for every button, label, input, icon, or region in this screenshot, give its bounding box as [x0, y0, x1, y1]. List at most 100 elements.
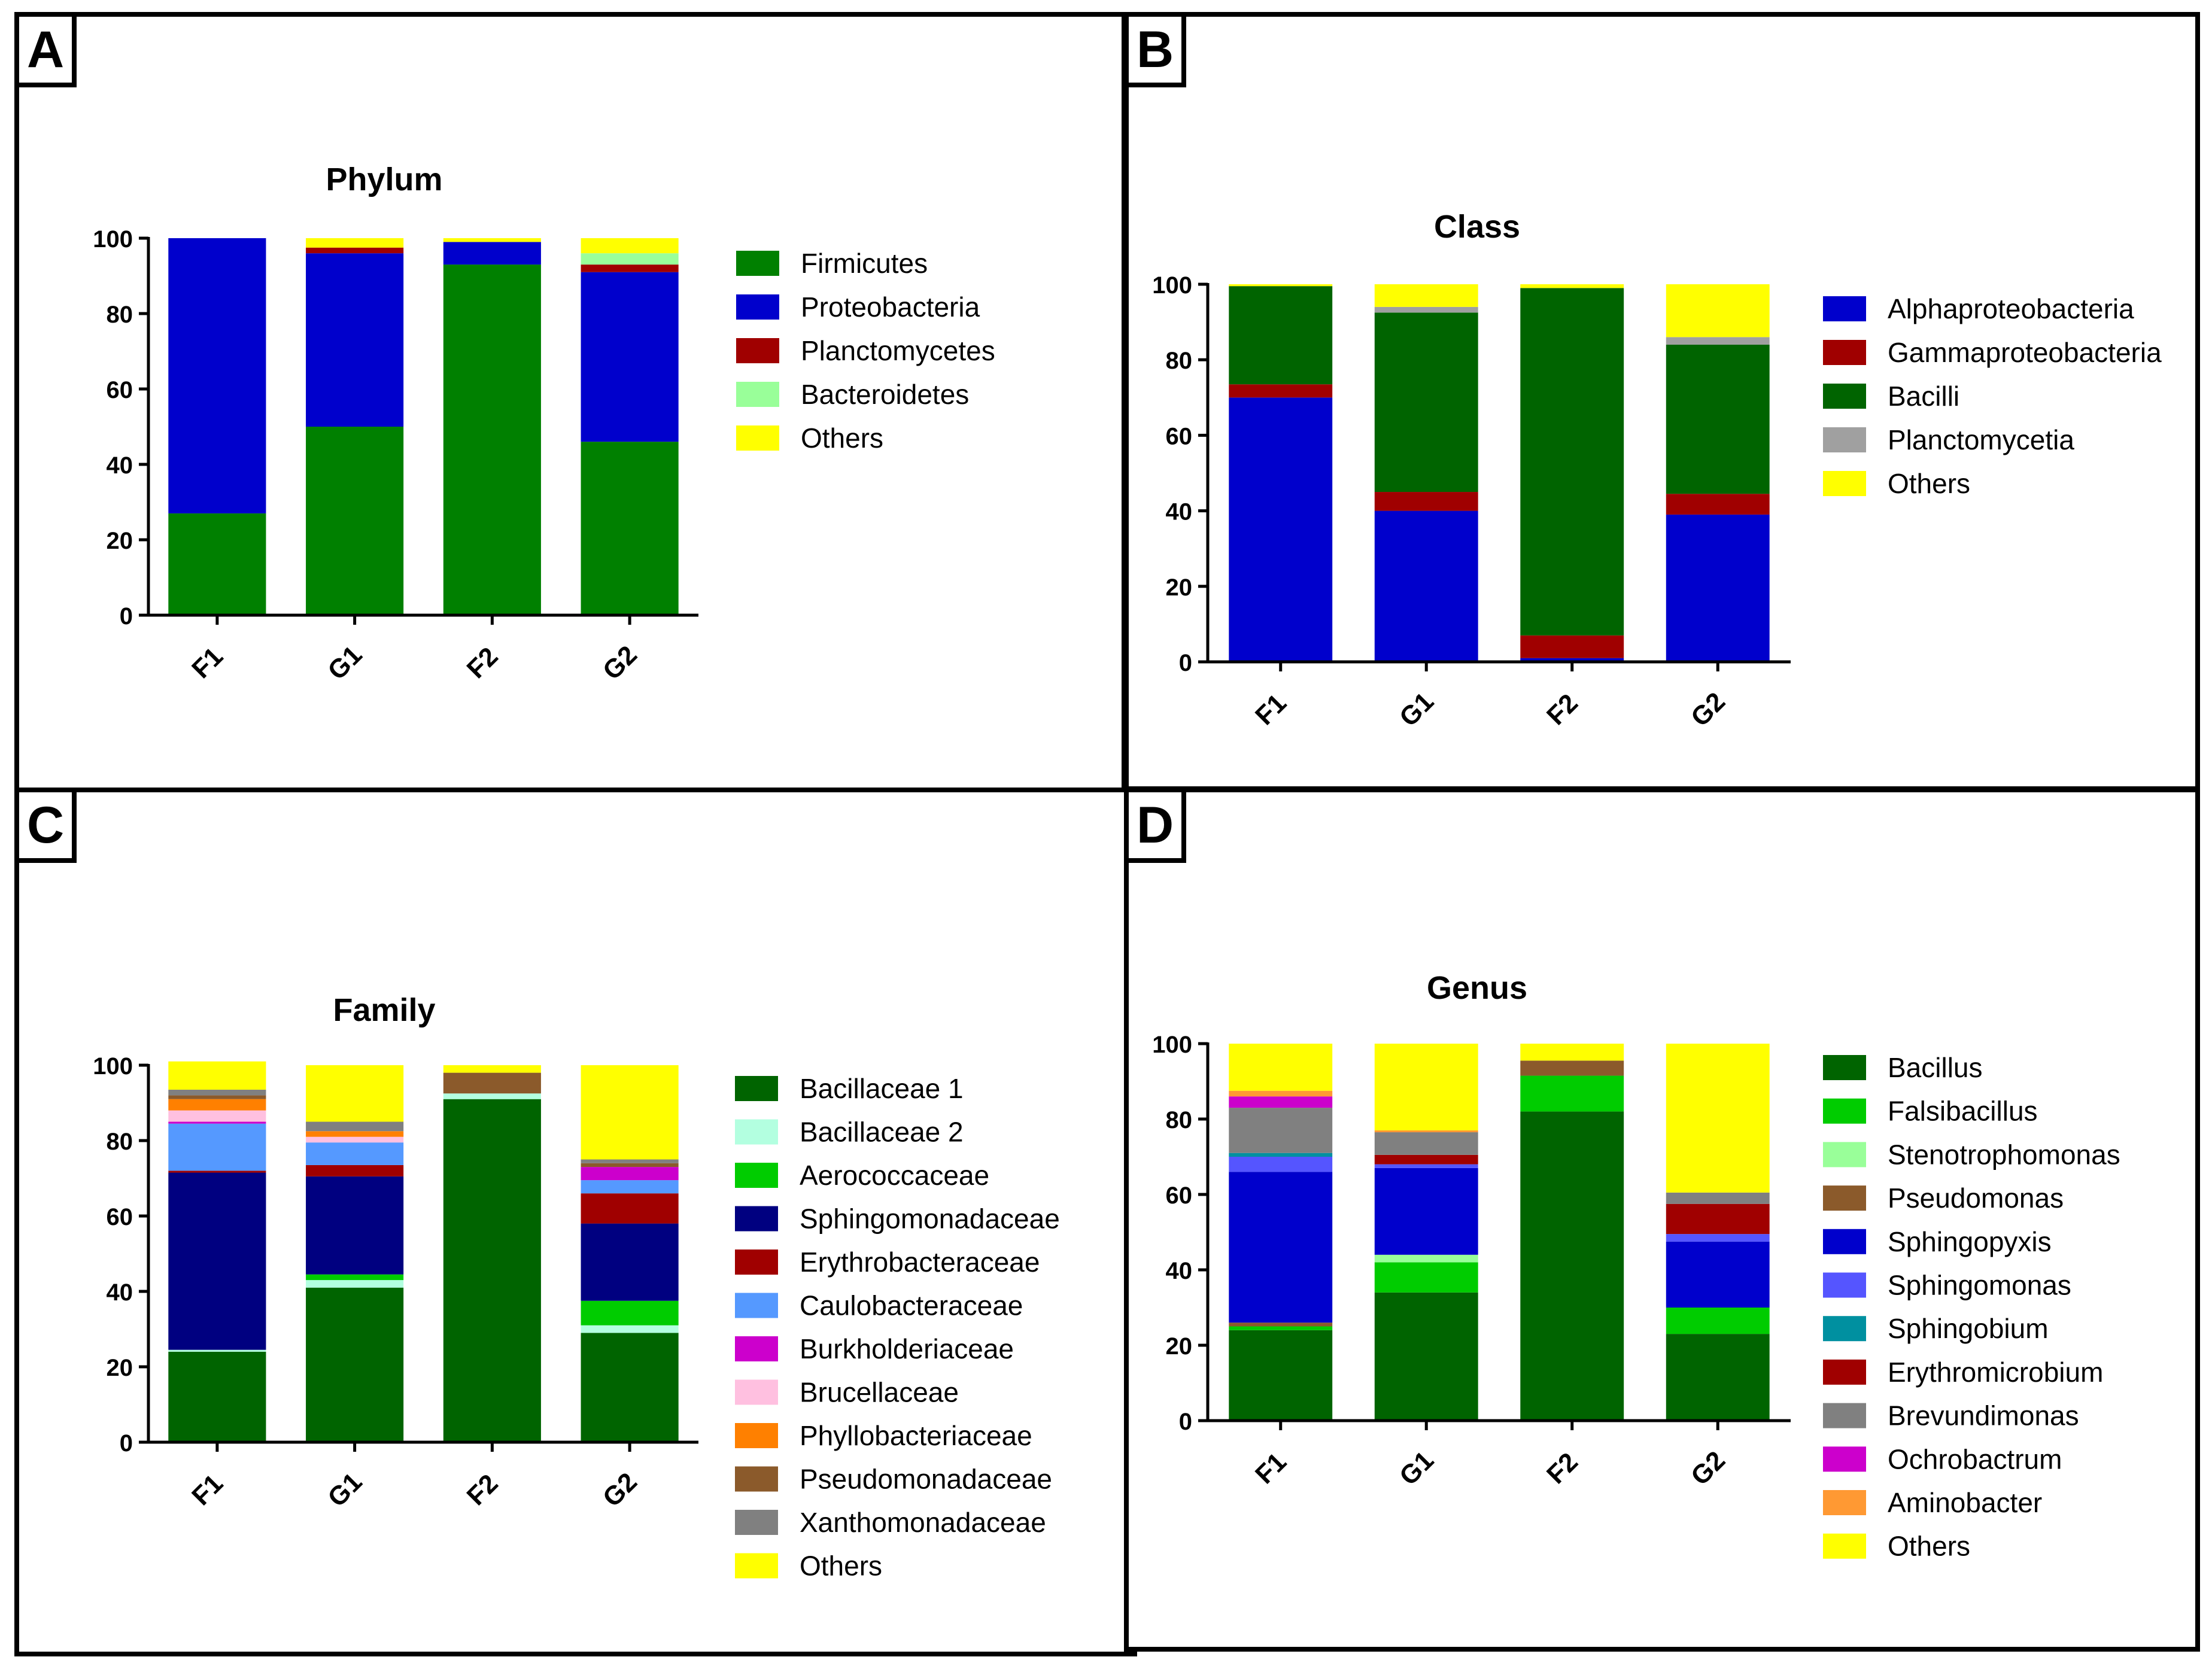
bar-bacilli-f2 [1520, 288, 1624, 636]
y-tick-label-40: 40 [107, 452, 133, 479]
legend-label-firmicutes: Firmicutes [801, 248, 928, 279]
bar-proteobacteria-g2 [581, 272, 679, 442]
bar-pseudomonadaceae-f2 [443, 1072, 541, 1094]
y-tick-label-80: 80 [1166, 1107, 1193, 1133]
y-tick-label-80: 80 [107, 302, 133, 328]
legend-swatch-others [735, 1553, 778, 1579]
bar-sphingomonas-g1 [1374, 1164, 1478, 1168]
y-tick-label-0: 0 [1179, 1409, 1192, 1435]
legend-label-bacilli: Bacilli [1888, 381, 1959, 412]
bar-sphingobium-f1 [1229, 1153, 1333, 1157]
bar-bacteroidetes-g2 [581, 253, 679, 265]
panel-letter-b: B [1129, 17, 1186, 87]
legend-swatch-others [1823, 1533, 1866, 1559]
bar-caulobacteraceae-g2 [581, 1180, 679, 1194]
panel-letter-c: C [19, 792, 77, 863]
bar-erythromicrobium-g2 [1666, 1203, 1770, 1235]
bar-pseudomonadaceae-g2 [581, 1163, 679, 1168]
legend-swatch-bacillus [1823, 1055, 1866, 1080]
legend-label-brucellaceae: Brucellaceae [800, 1377, 959, 1408]
legend-swatch-bacillaceae-1 [735, 1076, 778, 1101]
bar-falsibacillus-g2 [1666, 1308, 1770, 1334]
bar-bacillus-f1 [1229, 1330, 1333, 1421]
bar-sphingopyxis-g2 [1666, 1241, 1770, 1308]
bar-erythrobacteraceae-g1 [306, 1165, 404, 1176]
legend-label-phyllobacteriaceae: Phyllobacteriaceae [800, 1420, 1032, 1451]
legend-swatch-burkholderiaceae [735, 1336, 778, 1361]
bar-bacillaceae-2-g1 [306, 1280, 404, 1288]
legend-label-bacillaceae-1: Bacillaceae 1 [800, 1073, 964, 1104]
legend-swatch-pseudomonadaceae [735, 1466, 778, 1492]
legend-label-aerococcaceae: Aerococcaceae [800, 1160, 989, 1191]
x-tick-label-f1: F1 [1250, 1447, 1292, 1489]
legend-swatch-brevundimonas [1823, 1403, 1866, 1428]
x-tick-label-g2: G2 [1685, 687, 1731, 732]
bar-sphingomonadaceae-f1 [168, 1172, 266, 1350]
legend-label-xanthomonadaceae: Xanthomonadaceae [800, 1507, 1046, 1538]
bar-falsibacillus-g1 [1374, 1262, 1478, 1293]
bar-burkholderiaceae-g2 [581, 1167, 679, 1181]
x-tick-label-g1: G1 [322, 1467, 367, 1513]
bar-phyllobacteriaceae-f1 [168, 1099, 266, 1111]
panel-letter-a: A [19, 17, 77, 87]
bar-erythrobacteraceae-g2 [581, 1193, 679, 1224]
legend-swatch-falsibacillus [1823, 1098, 1866, 1124]
legend-label-burkholderiaceae: Burkholderiaceae [800, 1333, 1014, 1364]
legend-swatch-alphaproteobacteria [1823, 296, 1866, 321]
bar-xanthomonadaceae-g2 [581, 1159, 679, 1163]
x-tick-label-g1: G1 [1394, 1446, 1439, 1491]
legend-label-others: Others [801, 422, 883, 454]
legend-swatch-sphingomonadaceae [735, 1206, 778, 1232]
bar-alphaproteobacteria-f1 [1229, 397, 1333, 662]
y-tick-label-20: 20 [1166, 574, 1193, 601]
legend-swatch-phyllobacteriaceae [735, 1423, 778, 1448]
legend-label-planctomycetia: Planctomycetia [1888, 424, 2074, 455]
panel-a: Phylum F1 G1 F2 G2 0 20 40 60 80 100 Firmicutes Prot… [14, 12, 1126, 797]
x-tick-label-g2: G2 [597, 640, 643, 686]
y-tick-label-20: 20 [107, 528, 133, 554]
legend-label-bacillus: Bacillus [1888, 1052, 1983, 1083]
legend-swatch-gammaproteobacteria [1823, 340, 1866, 365]
bar-aerococcaceae-g2 [581, 1300, 679, 1325]
bar-others-f1 [1229, 284, 1333, 287]
bar-sphingopyxis-f1 [1229, 1172, 1333, 1323]
y-tick-label-0: 0 [1179, 650, 1192, 676]
y-tick-label-40: 40 [1166, 1258, 1193, 1284]
bar-erythrobacteraceae-f1 [168, 1171, 266, 1173]
bar-others-g1 [1374, 284, 1478, 307]
bar-aminobacter-f1 [1229, 1090, 1333, 1097]
legend-label-others: Others [800, 1551, 882, 1582]
y-tick-label-0: 0 [120, 1430, 133, 1457]
y-tick-label-60: 60 [1166, 423, 1193, 449]
panel-d: Genus F1 G1 F2 G2 0 20 40 60 80 100 Bacillus Falsiba… [1124, 788, 2200, 1652]
y-tick-label-80: 80 [107, 1129, 133, 1155]
bar-proteobacteria-g1 [306, 253, 404, 427]
bar-sphingopyxis-g1 [1374, 1168, 1478, 1255]
legend-label-planctomycetes: Planctomycetes [801, 335, 995, 366]
legend-label-pseudomonadaceae: Pseudomonadaceae [800, 1464, 1052, 1495]
bar-sphingomonadaceae-g2 [581, 1223, 679, 1301]
legend-label-sphingobium: Sphingobium [1888, 1313, 2049, 1344]
bar-planctomycetia-g2 [1666, 337, 1770, 345]
phylum-chart: Phylum F1 G1 F2 G2 0 20 40 60 80 100 Firmicutes Prot… [93, 162, 995, 686]
legend-swatch-caulobacteraceae [735, 1293, 778, 1318]
x-tick-label-g1: G1 [1394, 687, 1439, 732]
legend-swatch-stenotrophomonas [1823, 1142, 1866, 1168]
bar-falsibacillus-f1 [1229, 1326, 1333, 1330]
bar-bacilli-f1 [1229, 286, 1333, 385]
bar-firmicutes-f1 [168, 513, 266, 615]
chart-title: Genus [1427, 970, 1527, 1006]
bar-planctomycetes-g2 [581, 265, 679, 272]
y-tick-label-0: 0 [120, 603, 133, 630]
legend-label-others: Others [1888, 1531, 1970, 1562]
y-tick-label-40: 40 [1166, 499, 1193, 525]
bar-bacillus-f2 [1520, 1111, 1624, 1421]
class-chart: Class F1 G1 F2 G2 0 20 40 60 80 100 Alphaproteobact… [1152, 209, 2162, 732]
legend-label-alphaproteobacteria: Alphaproteobacteria [1888, 293, 2134, 324]
legend-label-falsibacillus: Falsibacillus [1888, 1096, 2038, 1127]
y-tick-label-60: 60 [107, 377, 133, 403]
bar-bacillaceae-1-f1 [168, 1351, 266, 1442]
y-tick-label-40: 40 [107, 1279, 133, 1306]
bar-pseudomonadaceae-f1 [168, 1095, 266, 1099]
legend-swatch-others [736, 425, 779, 451]
